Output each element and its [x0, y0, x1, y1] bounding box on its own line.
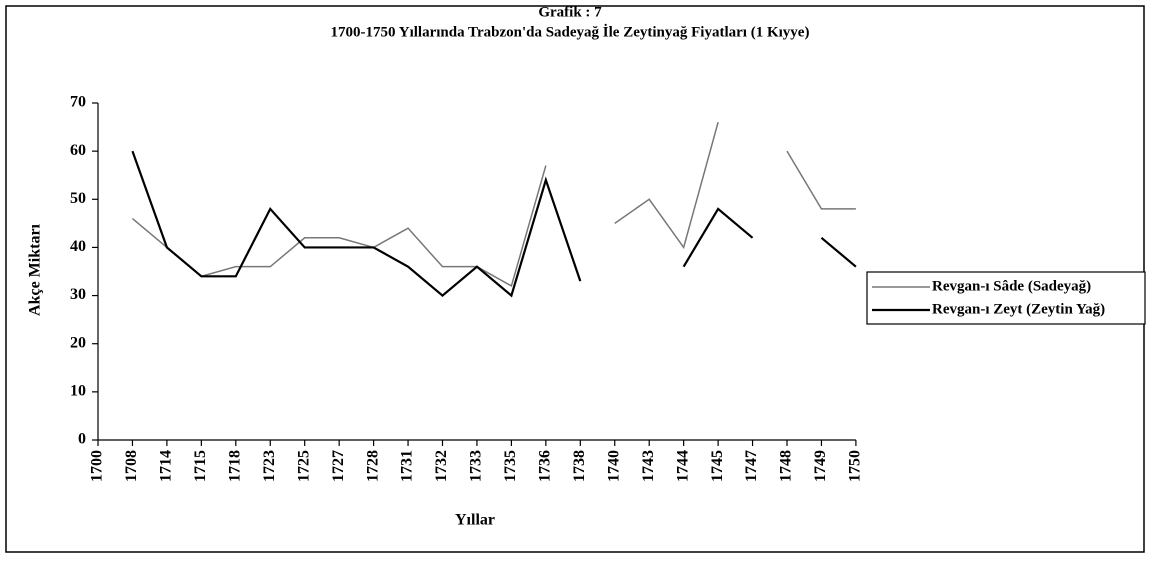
x-tick-label: 1725	[295, 450, 312, 482]
y-tick-label: 10	[70, 383, 86, 400]
x-tick-label: 1733	[468, 450, 485, 482]
x-tick-label: 1732	[433, 450, 450, 482]
x-tick-label: 1723	[261, 450, 278, 482]
x-tick-label: 1744	[674, 450, 691, 482]
y-tick-label: 0	[78, 431, 86, 448]
y-tick-label: 70	[70, 94, 86, 111]
x-tick-label: 1750	[847, 450, 864, 482]
x-tick-label: 1728	[364, 450, 381, 482]
x-tick-label: 1749	[812, 450, 829, 482]
y-tick-label: 20	[70, 334, 86, 351]
y-tick-label: 50	[70, 190, 86, 207]
x-tick-label: 1700	[89, 450, 106, 482]
x-tick-label: 1714	[158, 450, 175, 482]
x-tick-label: 1731	[399, 450, 416, 482]
x-tick-label: 1727	[330, 450, 347, 482]
x-tick-label: 1745	[709, 450, 726, 482]
chart-title: Grafik : 7	[538, 4, 602, 20]
x-tick-label: 1735	[502, 450, 519, 482]
series-line	[131, 122, 856, 288]
y-tick-label: 40	[70, 238, 86, 255]
x-axis-label: Yıllar	[455, 512, 495, 529]
y-tick-label: 60	[70, 142, 86, 159]
legend-label: Revgan-ı Zeyt (Zeytin Yağ)	[932, 301, 1105, 317]
x-tick-label: 1747	[743, 450, 760, 482]
x-tick-label: 1708	[123, 450, 140, 482]
x-tick-label: 1743	[640, 450, 657, 482]
x-tick-label: 1740	[605, 450, 622, 482]
y-axis-label: Akçe Miktarı	[27, 223, 44, 316]
x-tick-label: 1715	[192, 450, 209, 482]
y-tick-label: 30	[70, 286, 86, 303]
chart-subtitle: 1700-1750 Yıllarında Trabzon'da Sadeyağ …	[331, 23, 810, 40]
x-tick-label: 1738	[571, 450, 588, 482]
legend-label: Revgan-ı Sâde (Sadeyağ)	[932, 278, 1091, 294]
x-tick-label: 1736	[537, 450, 554, 482]
x-tick-label: 1748	[778, 450, 795, 482]
series-line	[131, 150, 857, 298]
x-tick-label: 1718	[226, 450, 243, 482]
legend-box	[866, 271, 1146, 325]
